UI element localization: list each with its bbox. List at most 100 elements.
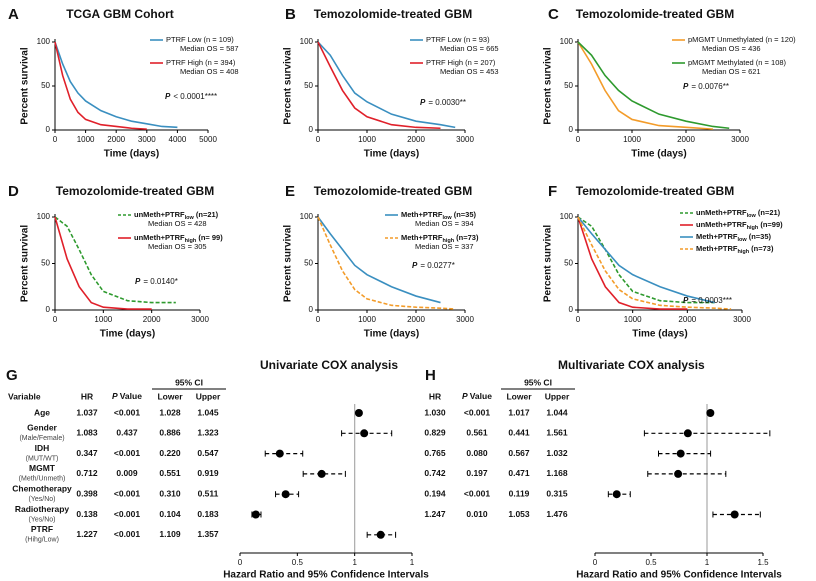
row-variable: MGMT xyxy=(29,463,56,473)
cell-hr: 0.138 xyxy=(76,509,98,519)
cell-hr: 0.347 xyxy=(76,448,98,458)
header: 95% CI xyxy=(524,377,552,387)
p-label: P xyxy=(683,82,689,91)
cell-hr: 0.829 xyxy=(424,428,446,438)
chart-title: Univariate COX analysis xyxy=(260,358,398,372)
legend-label: pMGMT Methylated (n = 108) xyxy=(688,58,787,67)
cell-hr: 0.712 xyxy=(76,468,98,478)
p-text: = 0.0140* xyxy=(143,277,177,286)
cell-p: <0.001 xyxy=(464,407,491,417)
legend-label: pMGMT Unmethylated (n = 120) xyxy=(688,35,796,44)
x-tick-label: 2000 xyxy=(143,315,161,324)
x-axis-label: Time (days) xyxy=(632,329,687,340)
cell-p: 0.080 xyxy=(466,448,488,458)
cell-lower: 1.053 xyxy=(508,509,530,519)
legend-name: pMGMT Methylated (n = 108) xyxy=(688,58,787,67)
y-tick-label: 100 xyxy=(300,212,314,221)
cell-lower: 0.886 xyxy=(159,428,181,438)
cell-upper: 0.547 xyxy=(197,448,219,458)
y-tick-label: 0 xyxy=(309,125,314,134)
legend-label: unMeth+PTRFlow (n=21) xyxy=(696,208,781,219)
legend-n: (n=73) xyxy=(454,233,479,242)
cell-lower: 0.104 xyxy=(159,509,181,519)
p-label: P xyxy=(165,92,171,101)
header: 95% CI xyxy=(175,377,203,387)
survival-curve xyxy=(317,216,456,310)
chart-title: Temozolomide-treated GBM xyxy=(56,184,214,198)
legend-label: PTRF High (n = 207) xyxy=(426,58,496,67)
cell-upper: 1.032 xyxy=(546,448,568,458)
header: P Value xyxy=(112,391,142,401)
cell-upper: 0.919 xyxy=(197,468,219,478)
x-tick-label: 0.5 xyxy=(292,558,304,567)
x-axis-label: Time (days) xyxy=(364,149,419,160)
x-tick-label: 1000 xyxy=(77,135,95,144)
panel-letter: B xyxy=(285,6,296,23)
legend-subscript: high xyxy=(737,249,749,255)
cell-p: <0.001 xyxy=(114,448,141,458)
x-tick-label: 1000 xyxy=(358,315,376,324)
hr-point xyxy=(317,469,326,478)
survival-curve xyxy=(54,41,178,129)
x-tick-label: 0.5 xyxy=(645,558,657,567)
panel-letter: F xyxy=(548,183,557,200)
hr-point xyxy=(281,490,290,499)
cell-hr: 0.765 xyxy=(424,448,446,458)
p-value: P = 0.0076** xyxy=(683,82,729,91)
cell-p: <0.001 xyxy=(114,529,141,539)
p-text: = 0.0030** xyxy=(428,98,466,107)
legend-median: Median OS = 436 xyxy=(702,44,761,53)
cell-p: <0.001 xyxy=(114,407,141,417)
cell-upper: 0.511 xyxy=(198,488,219,498)
legend-median: Median OS = 665 xyxy=(440,44,499,53)
cell-upper: 0.183 xyxy=(197,509,219,519)
chart-title: Temozolomide-treated GBM xyxy=(576,184,734,198)
panel-letter: A xyxy=(8,6,19,23)
cell-upper: 1.044 xyxy=(546,407,568,417)
legend-label: PTRF Low (n = 93) xyxy=(426,35,490,44)
x-tick-label: 3000 xyxy=(456,315,474,324)
row-variable: Age xyxy=(34,407,50,417)
chart-title: Temozolomide-treated GBM xyxy=(576,7,734,21)
legend-label: PTRF Low (n = 109) xyxy=(166,35,234,44)
x-tick-label: 0 xyxy=(576,315,581,324)
x-tick-label: 1 xyxy=(352,558,357,567)
y-tick-label: 0 xyxy=(309,305,314,314)
x-tick-label: 2000 xyxy=(677,135,695,144)
panel-letter: H xyxy=(425,367,436,384)
x-tick-label: 2000 xyxy=(407,135,425,144)
p-text: = 0.0003*** xyxy=(691,296,732,305)
y-tick-label: 0 xyxy=(569,125,574,134)
legend-n: (n=21) xyxy=(756,208,781,217)
hr-point xyxy=(730,510,739,519)
legend-n: (n=21) xyxy=(194,210,219,219)
y-tick-label: 50 xyxy=(41,259,50,268)
row-variable: IDH xyxy=(35,443,50,453)
cell-hr: 1.247 xyxy=(424,509,446,519)
x-tick-label: 5000 xyxy=(199,135,217,144)
hr-point xyxy=(676,449,685,458)
cell-hr: 1.083 xyxy=(76,428,98,438)
legend-n: (n=99) xyxy=(758,220,783,229)
x-tick-label: 4000 xyxy=(169,135,187,144)
x-axis-label: Time (days) xyxy=(104,149,159,160)
cell-p: <0.001 xyxy=(114,488,141,498)
header-p: P xyxy=(112,391,118,401)
legend-label: Meth+PTRFlow (n=35) xyxy=(401,210,477,221)
chart-title: TCGA GBM Cohort xyxy=(66,7,174,21)
chart-title: Temozolomide-treated GBM xyxy=(314,7,472,21)
legend-subscript: low xyxy=(185,215,195,221)
legend-subscript: high xyxy=(442,238,454,244)
y-axis-label: Percent survival xyxy=(543,47,554,124)
header: P Value xyxy=(462,391,492,401)
legend-median: Median OS = 428 xyxy=(148,219,207,228)
cell-p: 0.437 xyxy=(116,428,138,438)
survival-curve xyxy=(317,216,441,304)
header-p-value: Value xyxy=(470,391,492,401)
legend-subscript: low xyxy=(747,213,757,219)
x-tick-label: 1000 xyxy=(624,315,642,324)
p-text: = 0.0277* xyxy=(420,261,454,270)
x-tick-label: 3000 xyxy=(191,315,209,324)
x-tick-label: 1 xyxy=(705,558,710,567)
p-value: P < 0.0001**** xyxy=(165,92,217,101)
